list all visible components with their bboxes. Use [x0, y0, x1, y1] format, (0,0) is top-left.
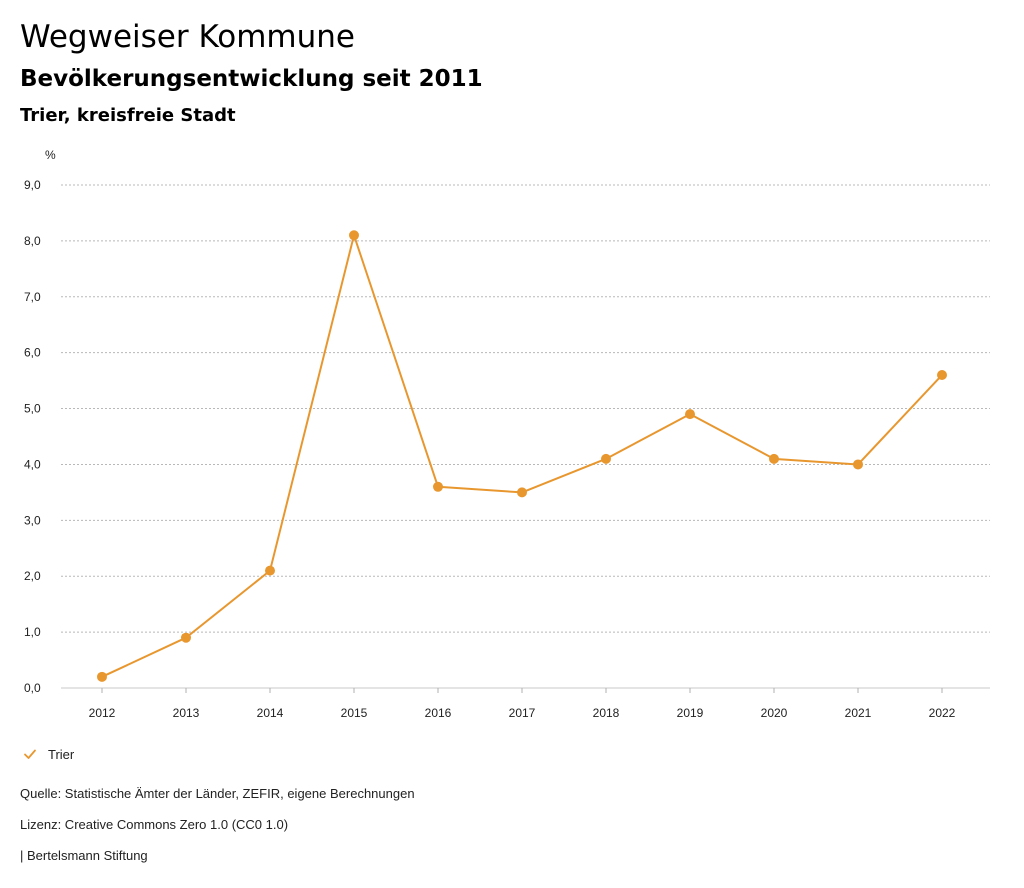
- x-tick-label: 2019: [677, 706, 704, 720]
- y-axis-unit-label: %: [45, 148, 56, 162]
- x-tick-label: 2020: [761, 706, 788, 720]
- x-tick-label: 2013: [173, 706, 200, 720]
- y-tick-label: 6,0: [24, 346, 41, 360]
- y-tick-label: 7,0: [24, 290, 41, 304]
- y-tick-label: 4,0: [24, 457, 41, 471]
- data-point-2013[interactable]: [181, 632, 191, 643]
- y-tick-label: 3,0: [24, 513, 41, 527]
- region-label: Trier, kreisfreie Stadt: [20, 105, 236, 126]
- source-note: Quelle: Statistische Ämter der Länder, Z…: [20, 786, 415, 801]
- page-title: Wegweiser Kommune: [20, 19, 355, 55]
- publisher-note: | Bertelsmann Stiftung: [20, 848, 148, 863]
- data-point-2021[interactable]: [853, 459, 863, 470]
- x-tick-label: 2018: [593, 706, 620, 720]
- data-point-2020[interactable]: [769, 453, 779, 464]
- series-group: [97, 230, 947, 682]
- x-tick-label: 2021: [845, 706, 872, 720]
- y-axis-ticks: 0,0 1,0 2,0 3,0 4,0 5,0 6,0 7,0 8,0 9,0: [24, 178, 41, 695]
- check-icon: [24, 749, 36, 759]
- y-tick-label: 0,0: [24, 681, 41, 695]
- x-tick-label: 2012: [89, 706, 116, 720]
- data-point-2016[interactable]: [433, 481, 443, 492]
- legend[interactable]: Trier: [22, 744, 74, 764]
- license-note: Lizenz: Creative Commons Zero 1.0 (CC0 1…: [20, 817, 289, 832]
- legend-label: Trier: [48, 746, 75, 762]
- x-tick-label: 2016: [425, 706, 452, 720]
- y-tick-label: 1,0: [24, 625, 41, 639]
- x-tick-label: 2022: [929, 706, 956, 720]
- data-point-2017[interactable]: [517, 487, 527, 498]
- y-tick-label: 5,0: [24, 402, 41, 416]
- data-point-2022[interactable]: [937, 370, 947, 381]
- grid-lines: [61, 184, 990, 689]
- x-tick-label: 2014: [257, 706, 284, 720]
- x-tick-label: 2017: [509, 706, 536, 720]
- data-point-2019[interactable]: [685, 409, 695, 420]
- y-tick-label: 9,0: [24, 178, 41, 192]
- x-axis: 2012 2013 2014 2015 2016 2017 2018 2019 2020 2021…: [89, 688, 956, 720]
- line-chart: % 0,01,02,03,04,05,06,07,08,09,0 2012 201…: [24, 148, 990, 720]
- series-line-0: [101, 234, 943, 678]
- x-tick-label: 2015: [341, 706, 368, 720]
- y-tick-label: 2,0: [24, 569, 41, 583]
- data-point-2015[interactable]: [349, 230, 359, 241]
- data-point-2012[interactable]: [97, 671, 107, 682]
- y-tick-label: 8,0: [24, 234, 41, 248]
- data-point-2014[interactable]: [265, 565, 275, 576]
- chart-subtitle: Bevölkerungsentwicklung seit 2011: [20, 66, 483, 92]
- data-point-2018[interactable]: [601, 453, 611, 464]
